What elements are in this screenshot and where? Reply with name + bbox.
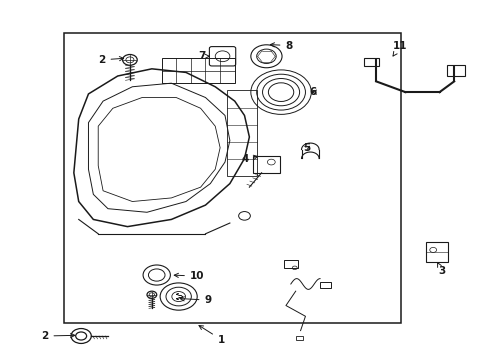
Text: 6: 6 (309, 87, 316, 97)
Text: 9: 9 (180, 295, 211, 305)
Text: 10: 10 (174, 271, 204, 281)
Bar (295, 336, 303, 339)
Text: 2: 2 (98, 55, 123, 65)
Bar (320, 282, 330, 288)
Bar (363, 58, 378, 66)
Bar (64, 33, 400, 323)
Bar (161, 58, 234, 83)
Bar (426, 242, 447, 262)
Text: 1: 1 (199, 325, 224, 345)
Bar (446, 65, 465, 76)
Text: 4: 4 (241, 154, 257, 164)
Bar (252, 156, 279, 173)
Bar (227, 90, 256, 176)
Text: 11: 11 (392, 41, 407, 56)
Text: 7: 7 (198, 51, 209, 61)
Text: 5: 5 (303, 143, 310, 153)
Bar (283, 260, 298, 268)
Text: 8: 8 (270, 41, 292, 50)
Text: 3: 3 (437, 263, 445, 276)
Text: 2: 2 (41, 331, 75, 341)
